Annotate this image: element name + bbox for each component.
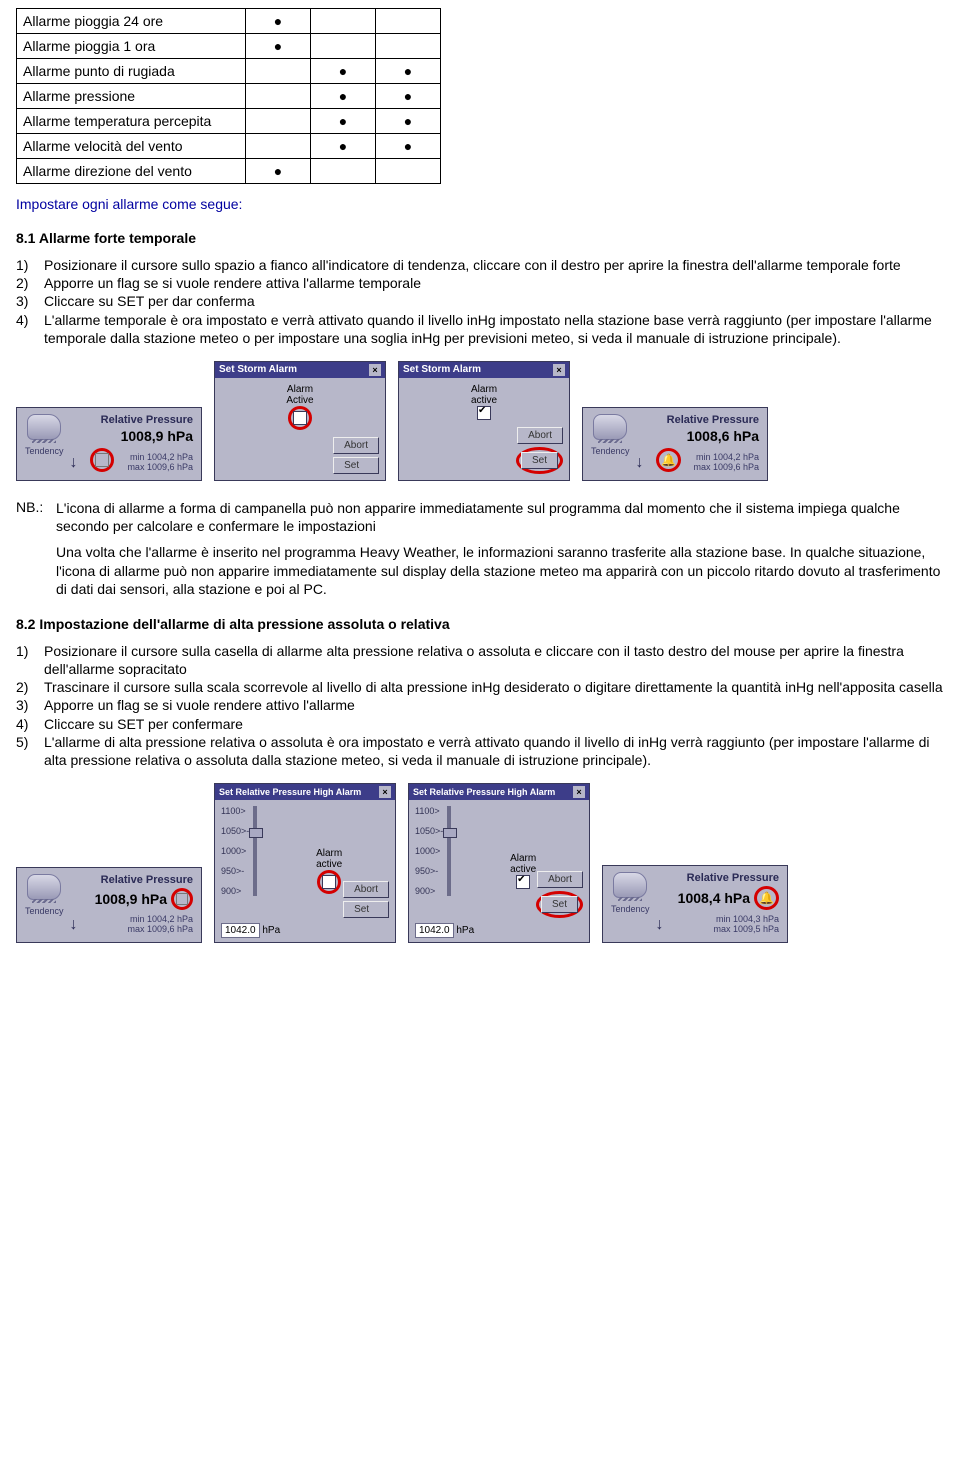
cell-label: Allarme pioggia 24 ore [17, 9, 246, 34]
intro-blue-text: Impostare ogni allarme come segue: [16, 196, 944, 212]
arrow-down-icon: ↓ [636, 454, 644, 472]
abort-button[interactable]: Abort [333, 437, 379, 454]
weather-icon [27, 874, 61, 900]
table-row: Allarme pioggia 24 ore● [17, 9, 441, 34]
highlight-circle-icon: Set [516, 447, 563, 474]
pressure-slider[interactable] [447, 806, 451, 896]
highlight-circle-icon [288, 406, 312, 430]
highlight-circle-icon: Set [536, 891, 583, 918]
value-input[interactable]: 1042.0 [415, 923, 454, 938]
table-row: Allarme direzione del vento● [17, 159, 441, 184]
storm-alarm-dialog: Set Storm Alarm× Alarm active Abort Set [398, 361, 570, 481]
checkbox[interactable] [293, 411, 307, 425]
section-8-1-heading: 8.1 Allarme forte temporale [16, 230, 944, 246]
table-row: Allarme pioggia 1 ora● [17, 34, 441, 59]
highlight-circle-icon: 🔔 [656, 448, 681, 472]
pressure-high-alarm-dialog: Set Relative Pressure High Alarm× 1100>1… [408, 783, 590, 943]
pressure-panel: Tendency Relative Pressure 1008,9 hPa ↓ … [16, 867, 202, 943]
arrow-down-icon: ↓ [70, 454, 78, 472]
storm-alarm-dialog: Set Storm Alarm× Alarm Active Abort Set [214, 361, 386, 481]
checkbox[interactable] [477, 406, 491, 420]
weather-icon [27, 414, 61, 440]
figure-row-2: Tendency Relative Pressure 1008,9 hPa ↓ … [16, 783, 944, 943]
pressure-high-alarm-dialog: Set Relative Pressure High Alarm× 1100>1… [214, 783, 396, 943]
bell-icon: 🔔 [759, 891, 774, 905]
section-8-2-heading: 8.2 Impostazione dell'allarme di alta pr… [16, 616, 944, 632]
table-row: Allarme punto di rugiada●● [17, 59, 441, 84]
highlight-circle-icon [171, 888, 193, 910]
highlight-circle-icon [90, 448, 114, 472]
slider-ticks: 1100>1050>-1000>950>-900> [221, 806, 249, 896]
close-icon[interactable]: × [369, 364, 381, 376]
bell-icon: 🔔 [661, 453, 676, 467]
pressure-panel: Tendency Relative Pressure 1008,9 hPa ↓ … [16, 407, 202, 481]
pressure-slider[interactable] [253, 806, 257, 896]
checkbox[interactable] [322, 875, 336, 889]
table-row: Allarme velocità del vento●● [17, 134, 441, 159]
alarm-table: Allarme pioggia 24 ore● Allarme pioggia … [16, 8, 441, 184]
figure-row-1: Tendency Relative Pressure 1008,9 hPa ↓ … [16, 361, 944, 481]
pressure-panel: Tendency Relative Pressure 1008,6 hPa ↓ … [582, 407, 768, 481]
abort-button[interactable]: Abort [517, 427, 563, 444]
value-input[interactable]: 1042.0 [221, 923, 260, 938]
weather-icon [613, 872, 647, 898]
slider-ticks: 1100>1050>-1000>950>-900> [415, 806, 443, 896]
close-icon[interactable]: × [573, 786, 585, 798]
close-icon[interactable]: × [553, 364, 565, 376]
set-button[interactable]: Set [541, 896, 578, 913]
table-row: Allarme pressione●● [17, 84, 441, 109]
sec81-list: 1)Posizionare il cursore sullo spazio a … [16, 256, 944, 347]
nb-block: NB.: L'icona di allarme a forma di campa… [16, 499, 944, 535]
pressure-panel: Tendency Relative Pressure 1008,4 hPa🔔 ↓… [602, 865, 788, 943]
table-row: Allarme temperatura percepita●● [17, 109, 441, 134]
close-icon[interactable]: × [379, 786, 391, 798]
arrow-down-icon: ↓ [70, 916, 78, 934]
abort-button[interactable]: Abort [537, 871, 583, 888]
nb-para2: Una volta che l'allarme è inserito nel p… [56, 543, 944, 598]
highlight-circle-icon: 🔔 [754, 886, 779, 910]
checkbox[interactable] [516, 875, 530, 889]
highlight-circle-icon [317, 870, 341, 894]
set-button[interactable]: Set [521, 452, 558, 469]
set-button[interactable]: Set [333, 457, 379, 474]
arrow-down-icon: ↓ [656, 916, 664, 934]
weather-icon [593, 414, 627, 440]
abort-button[interactable]: Abort [343, 881, 389, 898]
sec82-list: 1)Posizionare il cursore sulla casella d… [16, 642, 944, 769]
set-button[interactable]: Set [343, 901, 389, 918]
